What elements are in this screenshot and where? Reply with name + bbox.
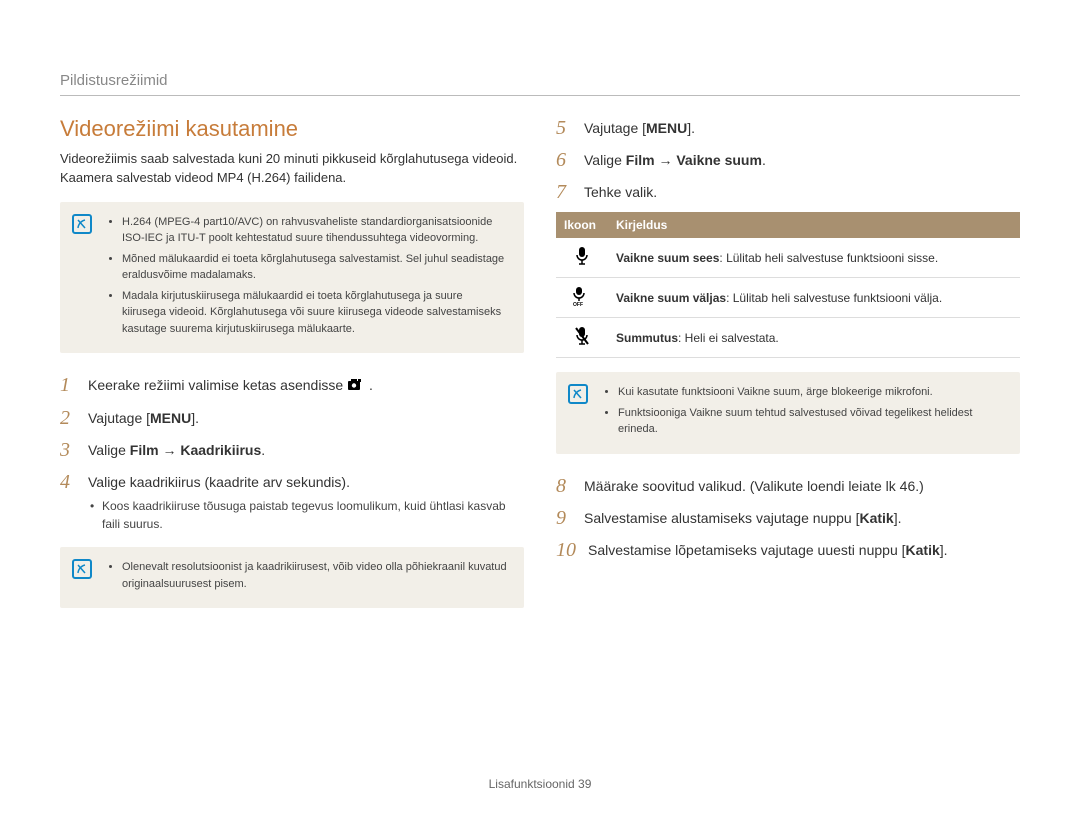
note3-item: Kui kasutate funktsiooni Vaikne suum, är… xyxy=(618,384,1004,401)
note2-item: Olenevalt resolutsioonist ja kaadrikiiru… xyxy=(122,559,508,592)
note1-item: H.264 (MPEG-4 part10/AVC) on rahvusvahel… xyxy=(122,214,508,247)
step-2: Vajutage [MENU]. xyxy=(88,406,524,429)
mic-zoom-off-icon: OFF xyxy=(556,278,608,318)
step-10: Salvestamise lõpetamiseks vajutage uuest… xyxy=(588,538,1020,561)
icon-table: Ikoon Kirjeldus Vaikne suum sees: Lülita… xyxy=(556,212,1020,358)
intro-text: Videorežiimis saab salvestada kuni 20 mi… xyxy=(60,150,524,188)
note3-item: Funktsiooniga Vaikne suum tehtud salvest… xyxy=(618,405,1004,438)
step-4: Valige kaadrikiirus (kaadrite arv sekund… xyxy=(88,470,524,533)
svg-text:OFF: OFF xyxy=(573,302,583,306)
page-title: Videorežiimi kasutamine xyxy=(60,116,524,142)
note1-item: Mõned mälukaardid ei toeta kõrglahutuseg… xyxy=(122,251,508,284)
step-number: 10 xyxy=(556,538,588,562)
divider xyxy=(60,95,1020,96)
note-box-1: H.264 (MPEG-4 part10/AVC) on rahvusvahel… xyxy=(60,202,524,354)
note-icon xyxy=(72,559,92,579)
note-box-2: Olenevalt resolutsioonist ja kaadrikiiru… xyxy=(60,547,524,608)
mic-mute-icon xyxy=(556,318,608,358)
step-9: Salvestamise alustamiseks vajutage nuppu… xyxy=(584,506,1020,529)
step-number: 3 xyxy=(60,438,88,462)
page-footer: Lisafunktsioonid 39 xyxy=(0,777,1080,791)
left-column: Videorežiimi kasutamine Videorežiimis sa… xyxy=(60,116,524,628)
step-number: 8 xyxy=(556,474,584,498)
table-row: Summutus: Heli ei salvestata. xyxy=(556,318,1020,358)
step-number: 6 xyxy=(556,148,584,172)
mic-on-icon xyxy=(556,238,608,278)
note-box-3: Kui kasutate funktsiooni Vaikne suum, är… xyxy=(556,372,1020,454)
step-number: 9 xyxy=(556,506,584,530)
note-icon xyxy=(72,214,92,234)
step-number: 1 xyxy=(60,373,88,397)
step-8: Määrake soovitud valikud. (Valikute loen… xyxy=(584,474,1020,497)
step-number: 5 xyxy=(556,116,584,140)
note-icon xyxy=(568,384,588,404)
table-header-icon: Ikoon xyxy=(556,212,608,238)
camera-icon xyxy=(347,377,365,398)
table-row: OFF Vaikne suum väljas: Lülitab heli sal… xyxy=(556,278,1020,318)
right-column: 5 Vajutage [MENU]. 6 Valige Film → Vaikn… xyxy=(556,116,1020,628)
step-5: Vajutage [MENU]. xyxy=(584,116,1020,139)
step-number: 7 xyxy=(556,180,584,204)
step-3: Valige Film → Kaadrikiirus. xyxy=(88,438,524,461)
breadcrumb: Pildistusrežiimid xyxy=(60,72,1020,89)
table-row: Vaikne suum sees: Lülitab heli salvestus… xyxy=(556,238,1020,278)
table-header-desc: Kirjeldus xyxy=(608,212,1020,238)
step-4-sub: Koos kaadrikiiruse tõusuga paistab tegev… xyxy=(88,497,524,533)
note1-item: Madala kirjutuskiirusega mälukaardid ei … xyxy=(122,288,508,338)
step-6: Valige Film → Vaikne suum. xyxy=(584,148,1020,171)
step-1: Keerake režiimi valimise ketas asendisse… xyxy=(88,373,524,398)
step-7: Tehke valik. xyxy=(584,180,1020,203)
step-number: 4 xyxy=(60,470,88,494)
step-number: 2 xyxy=(60,406,88,430)
